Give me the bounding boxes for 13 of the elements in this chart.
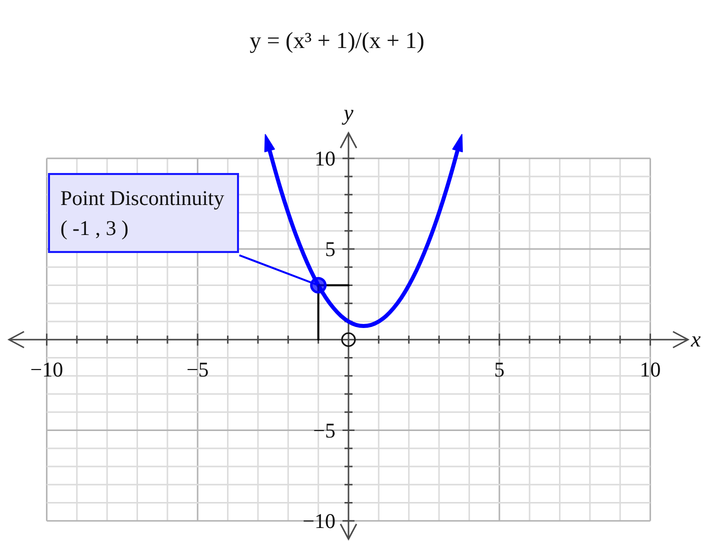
x-tick-label: 5 (494, 358, 505, 382)
y-tick-label: 5 (325, 237, 336, 261)
x-axis-title: x (690, 326, 701, 352)
x-tick-label: −10 (30, 358, 64, 382)
y-axis-title: y (342, 100, 354, 125)
x-tick-label: −5 (186, 358, 209, 382)
y-tick-label: −5 (313, 418, 336, 442)
callout-box: Point Discontinuity ( -1 , 3 ) (48, 173, 240, 254)
x-tick-label: 10 (640, 358, 661, 382)
y-tick-label: −10 (302, 508, 336, 533)
annotation: Point Discontinuity ( -1 , 3 ) (60, 185, 226, 242)
chart-title: y = (x³ + 1)/(x + 1) (248, 28, 426, 54)
y-tick-label: 10 (314, 146, 336, 170)
